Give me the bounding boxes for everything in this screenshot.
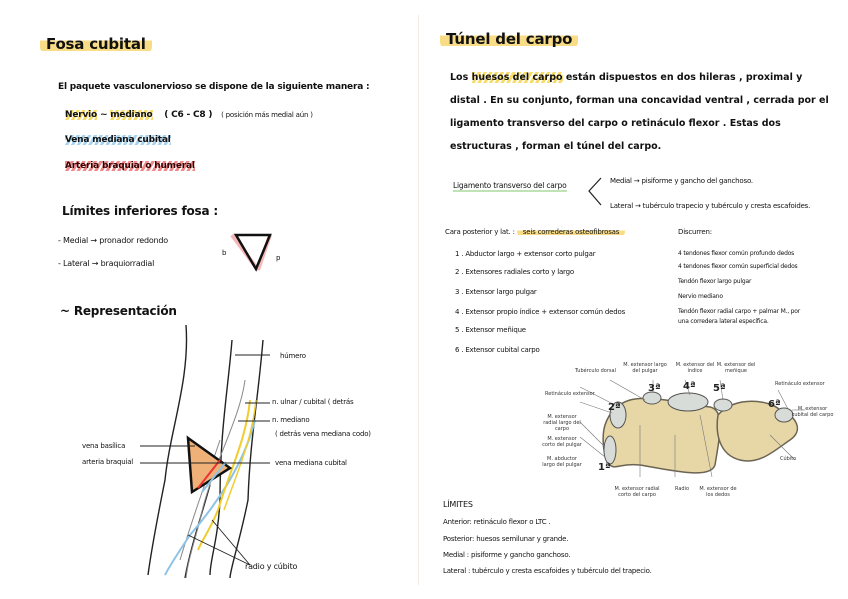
label-nervio-mediano: n. mediano [272, 416, 310, 424]
triangle-label-b: b [222, 249, 227, 257]
fig-label-ext-corto-pulgar: M. extensor corto del pulgar [542, 436, 582, 448]
discurren-5: Tendón flexor radial carpo + palmar M., … [678, 308, 801, 315]
vein-line: Vena mediana cubital [65, 135, 171, 145]
wrist-cross-section-figure: 1ª 2ª 3ª 4ª 5ª 6ª [579, 379, 805, 478]
discurren-heading: Discurren: [678, 228, 712, 236]
corredera-5: 5 . Extensor meñique [455, 326, 526, 334]
discurren-1: 4 tendones flexor común profundo dedos [678, 250, 795, 257]
label-vena-mediana: vena mediana cubital [275, 459, 347, 467]
fig-label-ext-dedos: M. extensor de los dedos [699, 486, 737, 498]
triangle-label-p: p [276, 254, 281, 262]
discurren-4: Nervio mediano [678, 293, 723, 300]
fig-label-retinaculo-left: Retináculo extensor [545, 391, 595, 397]
fig-label-abd-largo-pulgar: M. abductor largo del pulgar [542, 456, 582, 468]
bracket-icon [588, 177, 602, 206]
label-vena-basilica: vena basílica [82, 442, 126, 450]
discurren-3: Tendón flexor largo pulgar [678, 278, 752, 285]
fig-label-retinaculo-right: Retináculo extensor [775, 381, 825, 387]
label-radio-cubito: radio y cúbito [245, 562, 298, 571]
limit-medial: - Medial → pronador redondo [58, 236, 168, 245]
carpus-paragraph: Los huesos del carpo están dispuestos en… [450, 72, 829, 152]
title-tunel-carpo: Túnel del carpo [440, 30, 579, 48]
compartment-6: 6ª [768, 399, 781, 410]
label-arteria-braquial: arteria braquial [82, 458, 134, 466]
limit-lateral-carpo: Lateral : tubérculo y cresta escafoides … [443, 567, 652, 575]
limit-posterior: Posterior: huesos semilunar y grande. [443, 535, 569, 543]
corredera-1: 1 . Abductor largo + extensor corto pulg… [455, 250, 596, 258]
discurren-6: una corredera lateral específica. [678, 318, 769, 325]
posterior-heading: Cara posterior y lat. : seis correderas … [445, 228, 626, 236]
elbow-diagram [140, 324, 270, 579]
fig-label-ext-indice: M. extensor del índice [675, 362, 715, 374]
limit-medial-carpo: Medial : pisiforme y gancho ganchoso. [443, 551, 571, 559]
fig-label-cubito: Cúbito [780, 456, 797, 462]
fig-label-ext-largo-pulgar: M. extensor largo del pulgar [623, 362, 667, 374]
representation-heading: ~ Representación [60, 304, 177, 318]
discurren-2: 4 tendones flexor común superficial dedo… [678, 263, 798, 270]
limits-heading: Límites inferiores fosa : [62, 204, 218, 218]
compartment-1: 1ª [598, 462, 611, 473]
triangle-icon [230, 233, 272, 272]
title-fosa-cubital: Fosa cubital [40, 35, 152, 53]
corredera-3: 3 . Extensor largo pulgar [455, 288, 537, 296]
ligament-medial: Medial → pisiforme y gancho del ganchoso… [610, 177, 753, 185]
fig-label-ext-cubital: M. extensor cubital del carpo [791, 406, 834, 418]
compartment-5: 5ª [713, 383, 726, 394]
artery-line: Arteria braquial o humeral [65, 161, 195, 171]
intro-text: El paquete vasculonervioso se dispone de… [58, 82, 370, 92]
corredera-4: 4 . Extensor propio índice + extensor co… [455, 308, 626, 316]
label-nervio-ulnar: n. ulnar / cubital ( detrás [272, 398, 354, 406]
compartment-3: 3ª [648, 383, 661, 394]
nerve-line: Nervio ~ mediano ( C6 - C8 ) ( posición … [65, 110, 313, 120]
fig-label-ext-radial-largo: M. extensor radial largo del carpo [543, 414, 581, 432]
ligament-label: Ligamento transverso del carpo [453, 181, 567, 192]
compartment-4: 4ª [683, 381, 696, 392]
corredera-2: 2 . Extensores radiales corto y largo [455, 268, 574, 276]
fig-label-ext-menique: M. extensor del meñique [716, 362, 756, 374]
limit-anterior: Anterior: retináculo flexor o LTC . [443, 518, 551, 526]
label-humero: húmero [280, 352, 306, 360]
label-mediano-note: ( detrás vena mediana codo) [275, 430, 371, 438]
compartment-2: 2ª [608, 402, 621, 413]
fig-label-radio: Radio [675, 486, 690, 492]
ligament-lateral: Lateral → tubérculo trapecio y tubérculo… [610, 202, 811, 210]
fig-label-ext-radial-corto: M. extensor radial corto del carpo [614, 486, 660, 498]
page-divider [418, 15, 419, 585]
fig-label-tuberculo: Tubérculo dorsal [575, 368, 616, 374]
limits-carpo-heading: LÍMITES [443, 500, 473, 509]
limit-lateral: - Lateral → braquiorradial [58, 259, 155, 268]
corredera-6: 6 . Extensor cubital carpo [455, 346, 540, 354]
